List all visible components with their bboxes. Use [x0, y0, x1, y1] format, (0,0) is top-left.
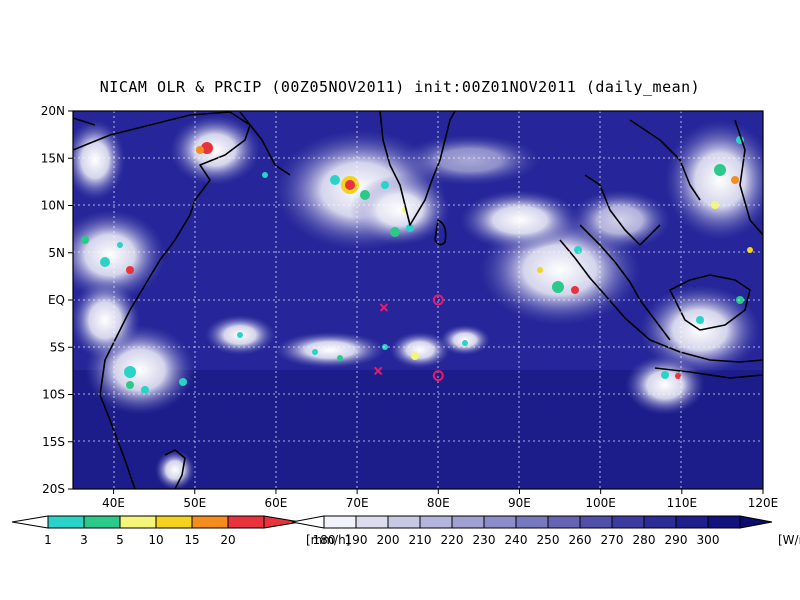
coastlines [73, 111, 763, 489]
legend-label: 290 [665, 533, 688, 547]
legend-label: 10 [148, 533, 163, 547]
legend-label: 210 [409, 533, 432, 547]
lat-label: 20S [42, 482, 65, 496]
legend-label: 200 [377, 533, 400, 547]
lon-label: 100E [585, 496, 616, 510]
legend-label: 180 [313, 533, 336, 547]
legend-label: 5 [116, 533, 124, 547]
legend-swatch [155, 515, 193, 529]
lon-label: 70E [346, 496, 369, 510]
map-title: NICAM OLR & PRCIP (00Z05NOV2011) init:00… [99, 78, 701, 96]
lon-label: 50E [183, 496, 206, 510]
legend-label: 240 [505, 533, 528, 547]
storm-cross-marker [379, 303, 389, 312]
legend-arrow-right [263, 515, 301, 529]
legend-swatch [515, 515, 549, 529]
legend-swatch [707, 515, 741, 529]
legend-swatch [119, 515, 157, 529]
legend-label: 230 [473, 533, 496, 547]
lat-label: 5N [48, 246, 65, 260]
storm-markers [374, 294, 444, 382]
legend-swatch [547, 515, 581, 529]
longitude-axis: 40E 50E 60E 70E 80E 90E 100E 110E 120E [102, 489, 778, 510]
legend-swatch [483, 515, 517, 529]
lon-label: 90E [508, 496, 531, 510]
storm-cross-marker [374, 366, 383, 376]
legend-swatch [611, 515, 645, 529]
legend-label: 270 [601, 533, 624, 547]
legend-swatch [643, 515, 677, 529]
legend-label: 300 [697, 533, 720, 547]
olr-legend: 180 190 200 210 220 230 240 250 260 270 280 290 300 [… [291, 515, 800, 547]
lon-label: 110E [667, 496, 698, 510]
legend-label: 20 [220, 533, 235, 547]
legend-label: 260 [569, 533, 592, 547]
lat-label: 20N [41, 104, 65, 118]
legend-label: 250 [537, 533, 560, 547]
storm-circle-marker [432, 294, 444, 306]
grid-lines [73, 111, 763, 489]
legend-swatch [387, 515, 421, 529]
legend-swatch [451, 515, 485, 529]
legend-swatch [191, 515, 229, 529]
legend-swatch [355, 515, 389, 529]
lat-label: 10N [41, 199, 65, 213]
lat-label: 10S [42, 388, 65, 402]
precip-patches [81, 136, 753, 394]
legend-swatch [227, 515, 265, 529]
legend-unit: [mm/h] [306, 533, 350, 547]
legend-swatch [579, 515, 613, 529]
legend-arrow-left [11, 515, 49, 529]
precip-legend: 1 3 5 10 15 20 [mm/h] [11, 515, 350, 547]
legend-swatch [419, 515, 453, 529]
legend-label: 220 [441, 533, 464, 547]
lat-label: 5S [50, 340, 65, 354]
legend-arrow-right [739, 515, 773, 529]
olr-field [73, 111, 763, 489]
legend-label: 3 [80, 533, 88, 547]
lon-label: 80E [427, 496, 450, 510]
latitude-axis: 20N 15N 10N 5N EQ 5S 10S 15S 20S [41, 104, 73, 496]
legend-label: 280 [633, 533, 656, 547]
legend-swatch [323, 515, 357, 529]
lat-label: 15N [41, 151, 65, 165]
legend-label: 15 [184, 533, 199, 547]
legend-swatch [47, 515, 85, 529]
legend-swatch [675, 515, 709, 529]
lon-label: 60E [265, 496, 288, 510]
legend-unit: [W/m^2] [778, 533, 800, 547]
storm-circle-marker [432, 370, 444, 382]
lat-label: 15S [42, 435, 65, 449]
lon-label: 40E [102, 496, 125, 510]
lat-label: EQ [48, 293, 65, 307]
legend-arrow-left [291, 515, 325, 529]
legend-label: 1 [44, 533, 52, 547]
lon-label: 120E [748, 496, 779, 510]
legend-label: 190 [345, 533, 368, 547]
legend-swatch [83, 515, 121, 529]
